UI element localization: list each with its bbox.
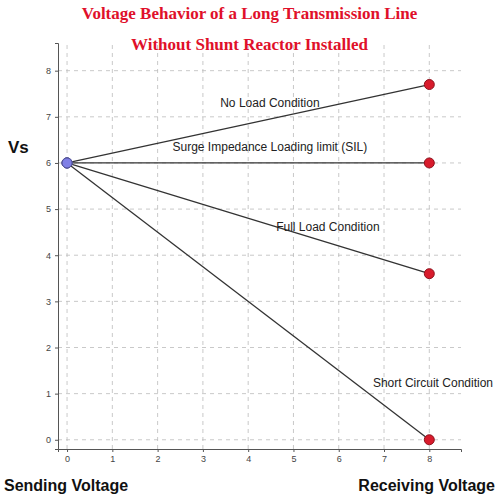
grid-line-y	[58, 162, 461, 163]
y-axis-line	[55, 44, 59, 450]
x-tick-mark	[203, 449, 204, 452]
y-tick: 6	[46, 158, 58, 168]
x-tick: 3	[201, 449, 206, 464]
grid-line-y	[58, 393, 461, 394]
x-axis-line	[59, 450, 462, 453]
y-tick: 4	[46, 251, 58, 261]
y-tick: 3	[46, 297, 58, 307]
x-tick-label: 2	[156, 454, 161, 464]
y-tick-label: 6	[46, 158, 51, 168]
y-axis: 0 1 2 3 4 5 6 7 8	[46, 44, 59, 450]
y-tick-label: 2	[46, 343, 51, 353]
series-label: No Load Condition	[220, 96, 319, 110]
x-tick-mark	[112, 449, 113, 452]
series-label: Surge Impedance Loading limit (SIL)	[173, 140, 368, 154]
x-tick-mark	[67, 449, 68, 452]
series-marker	[62, 158, 72, 168]
series-line	[67, 163, 429, 440]
y-tick-mark	[55, 71, 58, 72]
y-tick-mark	[55, 255, 58, 256]
x-tick: 8	[427, 449, 432, 464]
y-tick-mark	[55, 209, 58, 210]
x-axis: 0 1 2 3 4 5 6 7 8	[59, 449, 462, 464]
x-tick-label: 1	[110, 454, 115, 464]
grid-line-y	[58, 347, 461, 348]
series-marker	[62, 158, 72, 168]
x-tick: 7	[382, 449, 387, 464]
series-line	[67, 163, 429, 274]
grid-line-y	[58, 209, 461, 210]
y-tick-mark	[55, 163, 58, 164]
x-tick-mark	[429, 449, 430, 452]
series-marker	[424, 269, 434, 279]
series-marker	[62, 158, 72, 168]
x-tick: 6	[337, 449, 342, 464]
grid-line-x	[157, 43, 158, 449]
series-marker	[62, 158, 72, 168]
y-tick: 2	[46, 343, 58, 353]
grid-line-y	[58, 70, 461, 71]
y-tick-label: 1	[46, 389, 51, 399]
series-line	[67, 85, 429, 163]
grid-line-x	[67, 43, 68, 449]
y-tick-mark	[55, 348, 58, 349]
x-tick-label: 5	[291, 454, 296, 464]
y-tick: 7	[46, 112, 58, 122]
grid-line-x	[202, 43, 203, 449]
x-tick-mark	[248, 449, 249, 452]
y-label: Vs	[8, 138, 29, 157]
y-tick-mark	[55, 440, 58, 441]
y-tick-mark	[55, 394, 58, 395]
annotation: Receiving Voltage	[358, 477, 495, 494]
grid-line-y	[58, 255, 461, 256]
x-tick: 2	[156, 449, 161, 464]
grid-line-y	[58, 116, 461, 117]
annotation: Sending Voltage	[4, 477, 128, 494]
y-tick-mark	[55, 117, 58, 118]
y-tick-label: 3	[46, 297, 51, 307]
series-marker	[424, 158, 434, 168]
grid-line-x	[112, 43, 113, 449]
x-tick-mark	[384, 449, 385, 452]
x-tick-label: 4	[246, 454, 251, 464]
x-tick-label: 0	[65, 454, 70, 464]
series-line	[67, 162, 429, 163]
y-tick-mark	[55, 301, 58, 302]
chart: 0 1 2 3 4 5 6 7 8 0 1 2 3 4 5 6 7 8 No Load Condition Surge…	[0, 0, 499, 497]
x-tick-label: 8	[427, 454, 432, 464]
x-tick-label: 3	[201, 454, 206, 464]
x-tick: 5	[291, 449, 296, 464]
x-tick-mark	[293, 449, 294, 452]
series-marker	[424, 435, 434, 445]
series-marker	[424, 80, 434, 90]
x-tick-label: 7	[382, 454, 387, 464]
series-label: Full Load Condition	[276, 220, 379, 234]
y-tick: 5	[46, 204, 58, 214]
subtitle: Without Shunt Reactor Installed	[131, 35, 368, 54]
x-tick: 0	[65, 449, 70, 464]
y-tick: 8	[46, 66, 58, 76]
chart-container: 0 1 2 3 4 5 6 7 8 0 1 2 3 4 5 6 7 8 No Load Condition Surge…	[0, 0, 499, 497]
x-tick-mark	[158, 449, 159, 452]
x-tick: 4	[246, 449, 251, 464]
y-tick: 1	[46, 389, 58, 399]
y-tick: 0	[46, 435, 58, 445]
grid-line-y	[58, 439, 461, 440]
x-tick: 1	[110, 449, 115, 464]
grid-line-y	[58, 301, 461, 302]
y-tick-label: 4	[46, 251, 51, 261]
title: Voltage Behavior of a Long Transmission …	[82, 4, 418, 23]
y-tick-label: 0	[46, 435, 51, 445]
x-tick-label: 6	[337, 454, 342, 464]
series-label: Short Circuit Condition	[373, 376, 493, 390]
y-tick-label: 7	[46, 112, 51, 122]
y-tick-label: 8	[46, 66, 51, 76]
y-tick-label: 5	[46, 204, 51, 214]
x-tick-mark	[339, 449, 340, 452]
